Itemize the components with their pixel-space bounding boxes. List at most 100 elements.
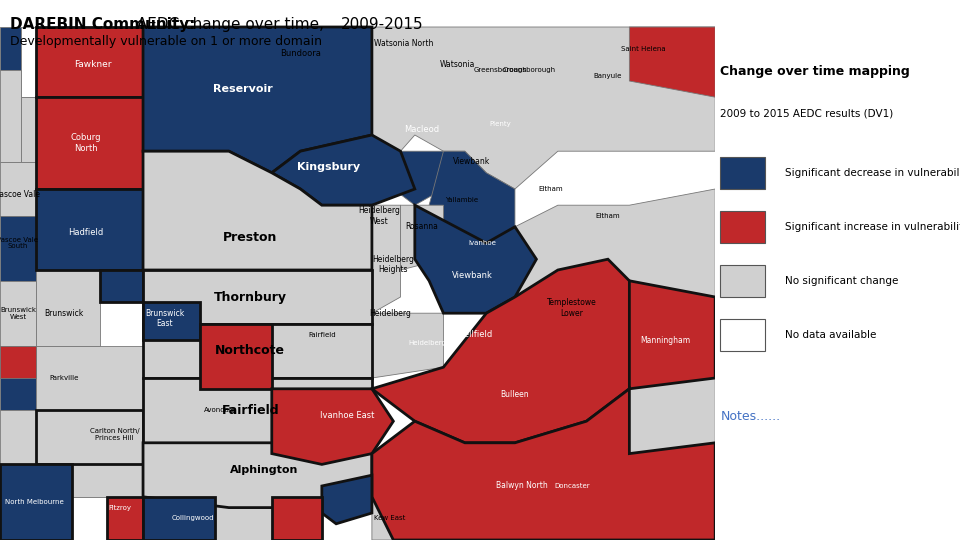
Polygon shape <box>143 302 201 340</box>
Text: Heidelberg
Heights: Heidelberg Heights <box>372 255 415 274</box>
Polygon shape <box>272 497 322 540</box>
Polygon shape <box>108 497 143 540</box>
FancyBboxPatch shape <box>720 157 765 189</box>
Text: Pascoe Vale
South: Pascoe Vale South <box>0 237 38 249</box>
Polygon shape <box>0 346 36 410</box>
Text: Ivanhoe East: Ivanhoe East <box>320 411 374 420</box>
Text: Watsonia: Watsonia <box>440 60 475 69</box>
Polygon shape <box>36 27 143 97</box>
Text: Viewbank: Viewbank <box>453 158 491 166</box>
Text: Macleod: Macleod <box>404 125 440 134</box>
Polygon shape <box>100 270 143 302</box>
Text: Fairfield: Fairfield <box>308 332 336 338</box>
Text: Fitzroy: Fitzroy <box>108 504 132 511</box>
Polygon shape <box>372 486 415 540</box>
Polygon shape <box>372 205 400 313</box>
FancyBboxPatch shape <box>720 265 765 297</box>
Polygon shape <box>72 464 143 497</box>
Text: Rosanna: Rosanna <box>405 222 439 231</box>
Text: Bundoora: Bundoora <box>280 50 321 58</box>
Text: Saint Helena: Saint Helena <box>621 45 666 52</box>
Polygon shape <box>0 475 36 540</box>
Text: Kingsbury: Kingsbury <box>298 163 361 172</box>
Text: Carlton North/
Princes Hill: Carlton North/ Princes Hill <box>89 428 139 441</box>
Polygon shape <box>0 346 36 378</box>
Polygon shape <box>0 281 36 346</box>
Text: Eltham: Eltham <box>595 213 620 219</box>
Polygon shape <box>322 475 372 524</box>
Text: Parkville: Parkville <box>50 375 79 381</box>
Polygon shape <box>429 151 515 243</box>
Polygon shape <box>143 443 372 513</box>
Polygon shape <box>0 216 36 281</box>
Polygon shape <box>36 346 143 410</box>
Text: Reservoir: Reservoir <box>213 84 273 94</box>
Polygon shape <box>630 378 715 454</box>
Text: Coburg
North: Coburg North <box>71 133 101 153</box>
Text: Thornbury: Thornbury <box>214 291 287 303</box>
Text: Collingwood: Collingwood <box>172 515 214 522</box>
Text: Brunswick
West: Brunswick West <box>0 307 36 320</box>
Polygon shape <box>515 189 715 297</box>
Text: Pascoe Vale: Pascoe Vale <box>0 190 40 199</box>
Polygon shape <box>0 70 21 162</box>
Text: Greensborough: Greensborough <box>474 67 527 73</box>
Text: Notes......: Notes...... <box>720 410 780 423</box>
Text: Plenty: Plenty <box>490 121 512 127</box>
Text: 2009 to 2015 AEDC results (DV1): 2009 to 2015 AEDC results (DV1) <box>720 108 894 118</box>
Polygon shape <box>21 97 58 162</box>
Text: Significant increase in vulnerability: Significant increase in vulnerability <box>785 222 960 232</box>
Polygon shape <box>372 389 715 540</box>
Text: Templestowe
Lower: Templestowe Lower <box>547 298 597 318</box>
Polygon shape <box>0 162 36 216</box>
Text: Developmentally vulnerable on 1 or more domain: Developmentally vulnerable on 1 or more … <box>10 35 322 48</box>
Polygon shape <box>36 410 143 464</box>
Polygon shape <box>201 324 272 389</box>
Text: No significant change: No significant change <box>785 276 899 286</box>
Polygon shape <box>372 259 644 443</box>
Text: Kew East: Kew East <box>374 515 405 522</box>
Text: Banyule: Banyule <box>593 72 622 79</box>
Text: Change over time mapping: Change over time mapping <box>720 65 910 78</box>
Text: Croansborough: Croansborough <box>503 67 556 73</box>
Text: Alphington: Alphington <box>230 465 299 475</box>
Text: No data available: No data available <box>785 330 876 340</box>
Text: Avondale: Avondale <box>204 407 236 414</box>
Polygon shape <box>143 324 372 378</box>
Polygon shape <box>400 205 444 270</box>
Text: Northcote: Northcote <box>215 345 285 357</box>
Polygon shape <box>272 135 415 205</box>
Polygon shape <box>372 27 715 189</box>
Polygon shape <box>36 270 100 346</box>
Text: Heidelberg: Heidelberg <box>369 309 411 318</box>
Polygon shape <box>372 313 444 378</box>
Polygon shape <box>215 497 272 540</box>
Polygon shape <box>36 189 143 270</box>
Polygon shape <box>143 497 215 540</box>
Polygon shape <box>21 27 85 97</box>
Text: 2009-2015: 2009-2015 <box>341 17 423 32</box>
Text: AEDC change over time,: AEDC change over time, <box>132 17 329 32</box>
Polygon shape <box>0 27 21 70</box>
Text: Bulleen: Bulleen <box>500 390 529 399</box>
Polygon shape <box>143 270 372 324</box>
Text: Brunswick: Brunswick <box>45 309 84 318</box>
Text: Eltham: Eltham <box>539 186 563 192</box>
Text: Balwyn North: Balwyn North <box>496 482 548 490</box>
Text: Ivanhoe: Ivanhoe <box>468 240 496 246</box>
Text: Viewbank: Viewbank <box>451 271 492 280</box>
Polygon shape <box>72 497 108 540</box>
Polygon shape <box>272 389 394 464</box>
Text: Brunswick
East: Brunswick East <box>145 309 184 328</box>
Polygon shape <box>415 205 537 313</box>
Text: Watsonia North: Watsonia North <box>374 39 434 48</box>
Text: Bellfield: Bellfield <box>459 330 492 339</box>
Text: Yallambie: Yallambie <box>444 197 478 203</box>
Polygon shape <box>0 410 36 475</box>
Polygon shape <box>394 151 444 205</box>
Text: Heidelberg: Heidelberg <box>409 340 446 346</box>
Text: Manningham: Manningham <box>640 336 690 345</box>
Text: North Melbourne: North Melbourne <box>5 499 63 505</box>
Text: DAREBIN Community:: DAREBIN Community: <box>10 17 195 32</box>
FancyBboxPatch shape <box>720 211 765 243</box>
